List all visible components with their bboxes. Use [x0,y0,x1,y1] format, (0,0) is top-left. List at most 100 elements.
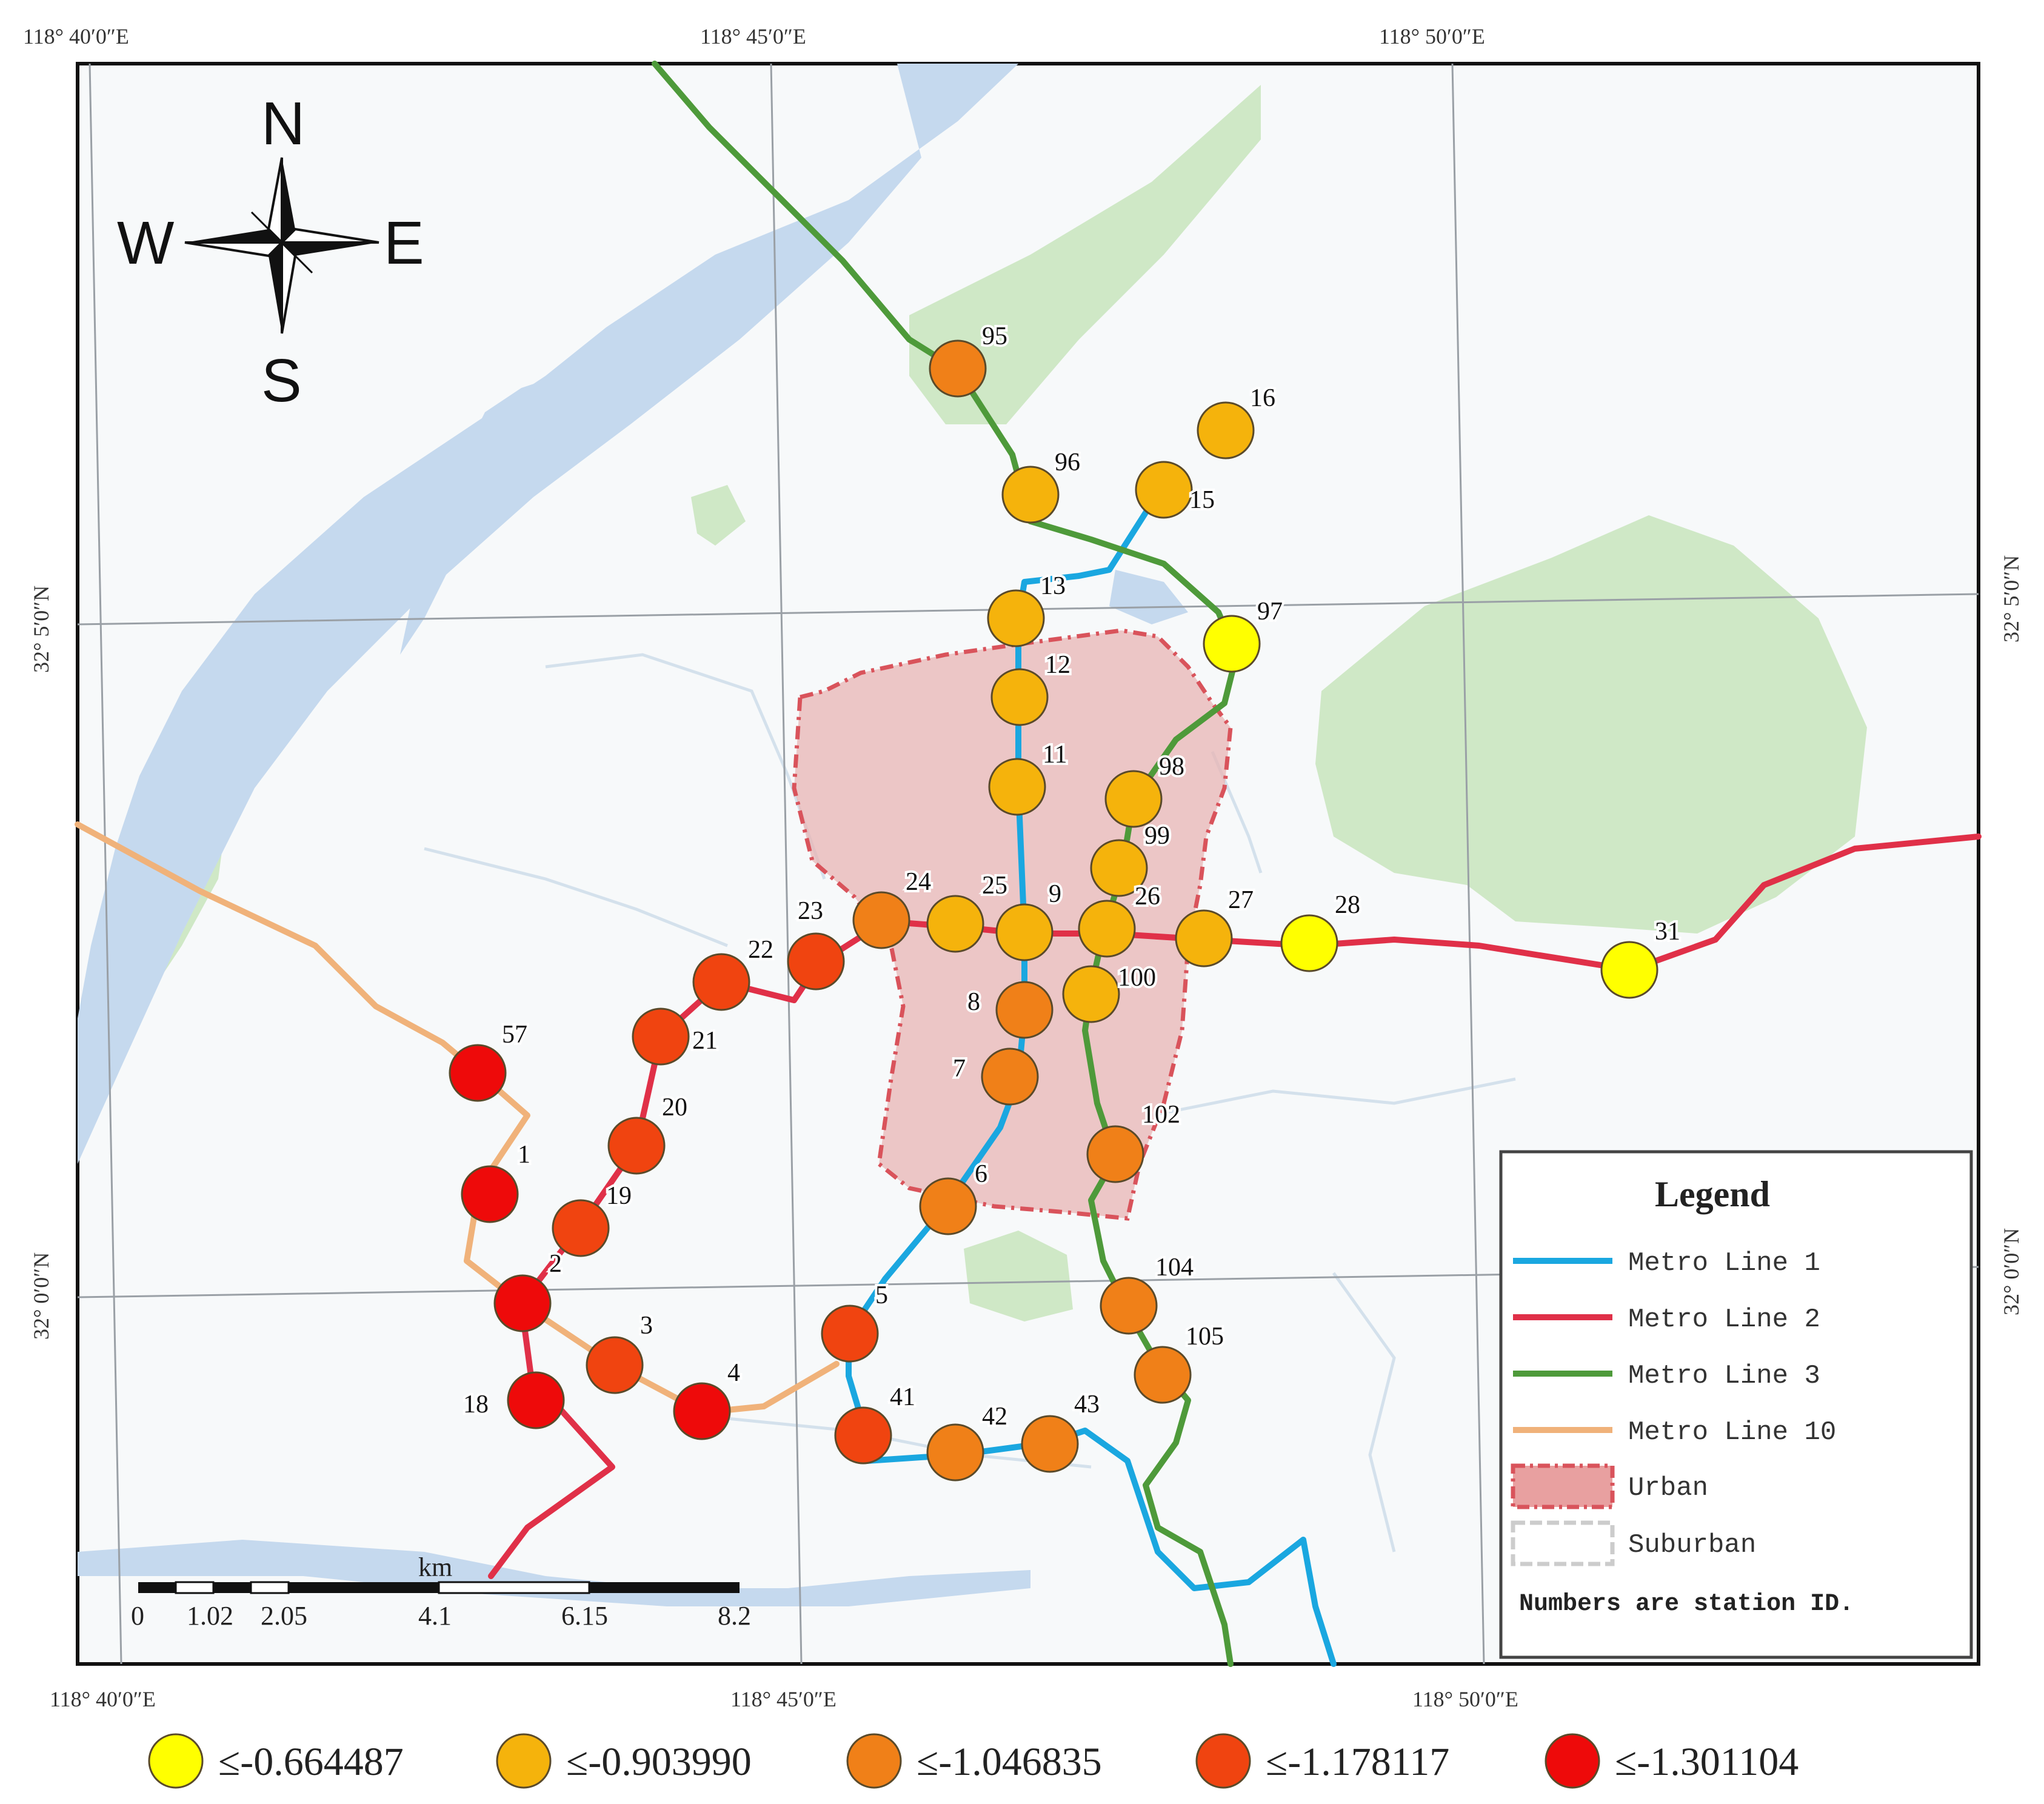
station-id-label: 99 [1144,822,1170,850]
station-id-label: 26 [1135,883,1160,910]
coord-left-0: 32° 5′0″N [29,586,53,673]
class-swatch [148,1733,204,1789]
class-label: ≤-1.178117 [1266,1740,1449,1784]
station-marker [1134,1346,1192,1404]
station-marker [1600,941,1658,999]
station-id-label: 2 [549,1250,562,1278]
station-marker [1203,615,1261,673]
legend-label-line-10: Metro Line 10 [1628,1417,1836,1448]
station-marker [919,1177,977,1235]
legend-label-urban: Urban [1628,1473,1708,1503]
graticule-lon-45 [770,63,803,1665]
station-marker [995,903,1054,961]
scale-seg [250,1581,290,1594]
class-item-3: ≤-1.178117 [1195,1733,1449,1789]
station-marker [461,1165,519,1223]
station-marker [1078,900,1136,958]
river-south [78,1540,1030,1606]
station-id-label: 9 [1049,880,1061,908]
legend: Legend Metro Line 1 Metro Line 2 Metro L… [1499,1150,1973,1659]
scale-seg [213,1582,251,1593]
road [1332,1272,1396,1552]
station-id-label: 104 [1155,1254,1194,1281]
station-16: 16 [1197,382,1278,459]
legend-note: Numbers are station ID. [1519,1591,1854,1618]
station-11: 11 [988,738,1069,816]
station-id-label: 42 [982,1403,1007,1431]
coord-bottom-2: 118° 50′0″E [1412,1687,1518,1711]
station-id-label: 102 [1142,1101,1180,1129]
green-area-south [964,1231,1073,1321]
station-id-label: 41 [890,1383,915,1411]
coord-right-1: 32° 0′0″N [1999,1228,2023,1315]
station-marker [1135,461,1193,519]
station-8: 8 [965,981,1054,1039]
station-41: 41 [834,1381,918,1465]
compass-diag [250,211,283,244]
class-swatch [1545,1733,1600,1789]
station-31: 31 [1600,915,1683,999]
station-id-label: 27 [1228,886,1254,914]
station-marker [988,758,1046,816]
legend-swatch-suburban [1511,1520,1615,1566]
coord-right-0: 32° 5′0″N [1999,555,2023,643]
station-28: 28 [1280,889,1363,972]
legend-label-suburban: Suburban [1628,1530,1756,1560]
station-marker [586,1336,644,1394]
green-area-small [691,485,746,546]
station-4: 4 [673,1357,743,1440]
station-marker [821,1305,879,1363]
station-id-label: 31 [1655,918,1680,946]
compass-s-label: S [261,347,302,415]
station-id-label: 12 [1045,651,1070,679]
river-channel-2 [400,364,594,655]
station-25: 25 [926,869,1010,953]
scale-seg [138,1582,176,1593]
compass-rose: N S E W [117,90,424,415]
station-105: 105 [1134,1320,1226,1404]
class-swatch [496,1733,552,1789]
green-area-north [909,85,1261,424]
scale-unit: km [418,1552,452,1582]
station-23: 23 [787,895,845,991]
station-1: 1 [461,1138,533,1223]
class-label: ≤-0.903990 [566,1740,752,1784]
class-swatch [846,1733,902,1789]
station-marker [981,1047,1039,1106]
river-lake [1109,570,1188,624]
station-marker [926,1423,984,1482]
compass-arrow-s [269,242,282,333]
station-5: 5 [821,1279,890,1363]
station-id-label: 8 [967,988,980,1016]
station-id-label: 13 [1040,572,1066,600]
coord-bottom-0: 118° 40′0″E [50,1687,156,1711]
station-id-label: 43 [1074,1391,1100,1418]
station-marker [990,668,1049,726]
station-104: 104 [1100,1251,1196,1335]
station-7: 7 [950,1047,1039,1106]
green-areas [91,85,1867,1321]
station-id-label: 57 [502,1021,527,1049]
graticule-lon-50 [1451,63,1485,1665]
scale-tick-2: 2.05 [261,1601,307,1631]
station-marker [507,1371,565,1429]
station-id-label: 22 [748,936,773,964]
compass-arrow-w-light [184,241,285,258]
coord-bottom-1: 118° 45′0″E [730,1687,837,1711]
station-marker [834,1406,892,1465]
station-id-label: 23 [798,897,823,925]
scale-tick-0: 0 [131,1601,144,1631]
station-99: 99 [1090,820,1172,897]
station-marker [1021,1415,1079,1473]
station-id-label: 24 [906,868,931,896]
class-swatch [1195,1733,1251,1789]
station-id-label: 95 [982,322,1007,350]
scale-seg [175,1581,215,1594]
legend-label-line-1: Metro Line 1 [1628,1248,1820,1278]
station-id-label: 28 [1335,891,1360,919]
coord-top-2: 118° 50′0″E [1379,24,1485,48]
scale-tick-4: 6.15 [561,1601,608,1631]
graticule-lon-40 [89,63,122,1665]
